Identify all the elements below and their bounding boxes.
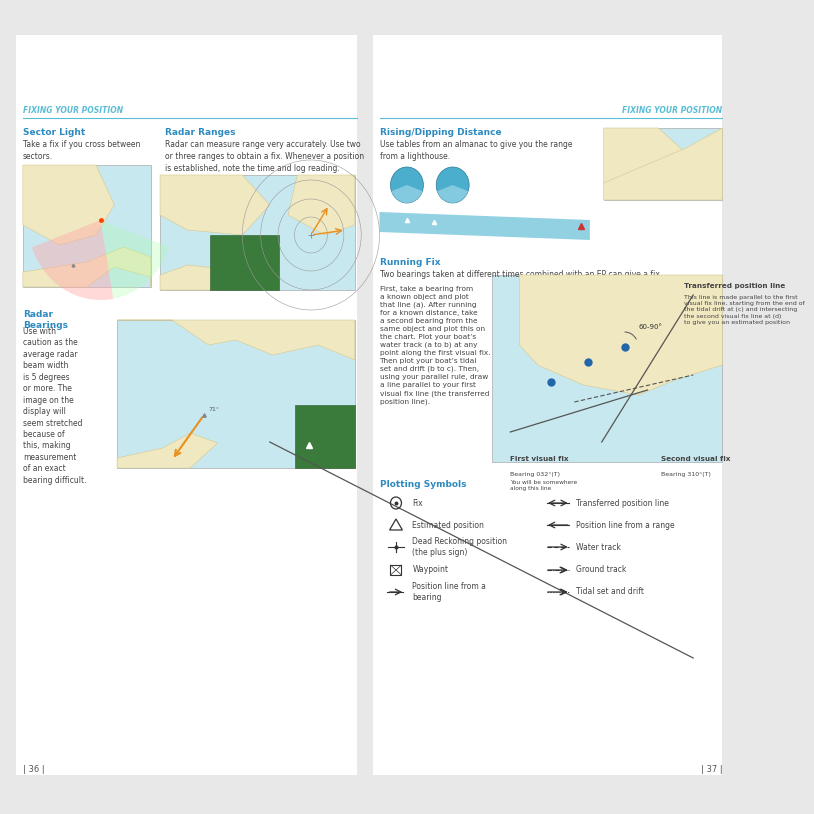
Text: Ground track: Ground track (576, 566, 627, 575)
Text: Use tables from an almanac to give you the range
from a lighthouse.: Use tables from an almanac to give you t… (379, 140, 572, 161)
Bar (117, 320, 355, 468)
Circle shape (436, 167, 469, 203)
Polygon shape (519, 275, 723, 395)
Text: Bearing 032°(T): Bearing 032°(T) (510, 472, 560, 477)
Text: Radar can measure range very accurately. Use two
or three ranges to obtain a fix: Radar can measure range very accurately.… (164, 140, 364, 173)
Text: FIXING YOUR POSITION: FIXING YOUR POSITION (23, 106, 123, 115)
Text: Waypoint: Waypoint (413, 566, 449, 575)
Text: 60-90°: 60-90° (638, 324, 663, 330)
Text: First, take a bearing from
a known object and plot
that line (a). After running
: First, take a bearing from a known objec… (379, 286, 490, 405)
Polygon shape (379, 212, 590, 240)
Text: Sector Light: Sector Light (23, 128, 85, 137)
Text: Running Fix: Running Fix (379, 258, 440, 267)
Text: Transferred position line: Transferred position line (576, 498, 669, 507)
Bar (391, 565, 401, 575)
Text: | 37 |: | 37 | (701, 765, 723, 774)
Text: Plotting Symbols: Plotting Symbols (379, 480, 466, 489)
Polygon shape (603, 128, 686, 188)
Text: Use with
caution as the
average radar
beam width
is 5 degrees
or more. The
image: Use with caution as the average radar be… (23, 327, 86, 485)
Text: Two bearings taken at different times combined with an EP can give a fix.: Two bearings taken at different times co… (379, 270, 662, 279)
Text: First visual fix: First visual fix (510, 456, 569, 462)
Polygon shape (117, 433, 217, 468)
Bar (373, 35, 723, 775)
Text: Fix: Fix (413, 498, 423, 507)
Text: Bearing 310°(T): Bearing 310°(T) (661, 472, 711, 477)
Bar (492, 275, 723, 462)
Wedge shape (392, 185, 422, 203)
Polygon shape (160, 175, 269, 235)
Text: FIXING YOUR POSITION: FIXING YOUR POSITION (623, 106, 723, 115)
Wedge shape (32, 220, 113, 300)
Text: Dead Reckoning position
(the plus sign): Dead Reckoning position (the plus sign) (413, 537, 507, 557)
Bar (16, 35, 357, 775)
Wedge shape (101, 220, 169, 299)
Text: Radar
Bearings: Radar Bearings (23, 310, 68, 330)
Text: This line is made parallel to the first
visual fix line, starting from the end o: This line is made parallel to the first … (684, 295, 805, 325)
Text: Estimated position: Estimated position (413, 520, 484, 529)
Text: Radar Ranges: Radar Ranges (164, 128, 235, 137)
Polygon shape (295, 405, 355, 468)
Bar (603, 128, 723, 200)
Text: Transferred position line: Transferred position line (684, 283, 786, 289)
Text: You will be somewhere
along this line: You will be somewhere along this line (510, 480, 578, 491)
Text: Position line from a range: Position line from a range (576, 520, 675, 529)
Bar (160, 175, 355, 290)
Text: Water track: Water track (576, 542, 621, 552)
Text: Position line from a
bearing: Position line from a bearing (413, 582, 486, 602)
Polygon shape (160, 265, 233, 290)
Text: Take a fix if you cross between
sectors.: Take a fix if you cross between sectors. (23, 140, 140, 161)
Polygon shape (117, 320, 355, 360)
Polygon shape (288, 175, 355, 235)
Polygon shape (300, 428, 355, 468)
Text: 71°: 71° (208, 407, 220, 412)
Polygon shape (23, 247, 151, 287)
Polygon shape (603, 128, 723, 200)
Bar (23, 165, 151, 287)
Polygon shape (210, 235, 279, 290)
Text: Second visual fix: Second visual fix (661, 456, 730, 462)
Wedge shape (437, 185, 468, 203)
Text: | 36 |: | 36 | (23, 765, 45, 774)
Text: Tidal set and drift: Tidal set and drift (576, 588, 644, 597)
Circle shape (391, 167, 423, 203)
Text: Rising/Dipping Distance: Rising/Dipping Distance (379, 128, 501, 137)
Polygon shape (23, 165, 114, 245)
